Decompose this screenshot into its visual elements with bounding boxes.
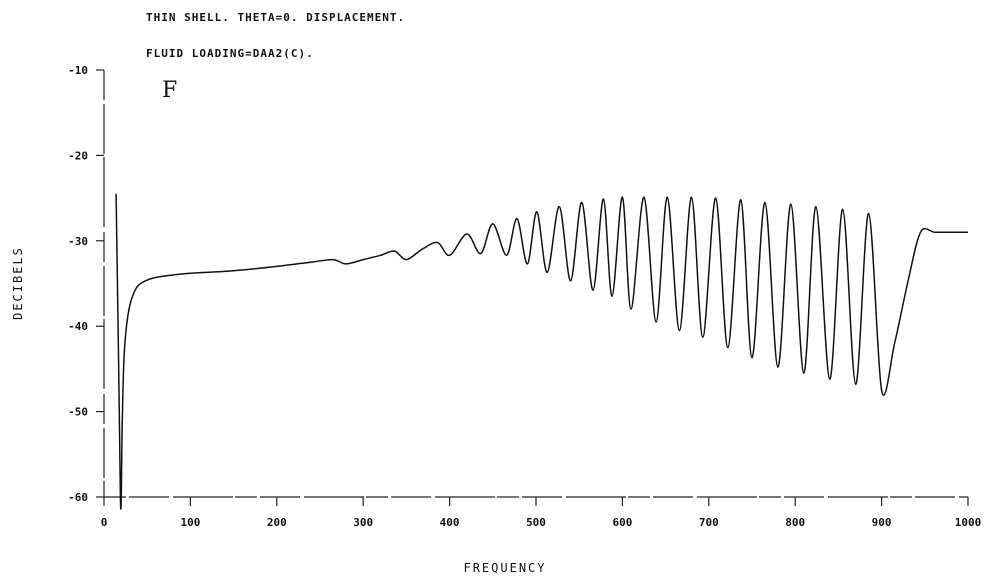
y-tick-label: -10 [68, 64, 88, 77]
x-axis-title: FREQUENCY [463, 561, 546, 575]
x-tick-label: 300 [353, 516, 373, 529]
series-line-0 [115, 193, 968, 510]
x-axis-ticks: 0 100 200 300 400 500 600 700 800 900 1000 [101, 497, 982, 529]
x-tick-label: 500 [526, 516, 546, 529]
y-tick-label: -20 [68, 149, 88, 162]
x-tick-label: 700 [699, 516, 719, 529]
y-tick-label: -50 [68, 406, 88, 419]
x-tick-label: 1000 [955, 516, 982, 529]
x-tick-label: 600 [612, 516, 632, 529]
plot-area [115, 193, 968, 510]
x-tick-label: 800 [785, 516, 805, 529]
y-axis-ticks: -10 -20 -30 -40 -50 -60 [68, 64, 104, 504]
x-tick-label: 400 [440, 516, 460, 529]
panel-label: F [162, 78, 177, 103]
x-tick-label: 200 [267, 516, 287, 529]
y-tick-label: -60 [68, 491, 88, 504]
y-axis-title: DECIBELS [11, 246, 25, 320]
axes [103, 70, 968, 498]
x-tick-label: 900 [872, 516, 892, 529]
chart-subtitle: FLUID LOADING=DAA2(C). [146, 47, 314, 60]
x-tick-label: 0 [101, 516, 108, 529]
y-tick-label: -40 [68, 320, 88, 333]
x-tick-label: 100 [180, 516, 200, 529]
y-tick-label: -30 [68, 235, 88, 248]
chart-title: THIN SHELL. THETA=0. DISPLACEMENT. [146, 11, 405, 24]
